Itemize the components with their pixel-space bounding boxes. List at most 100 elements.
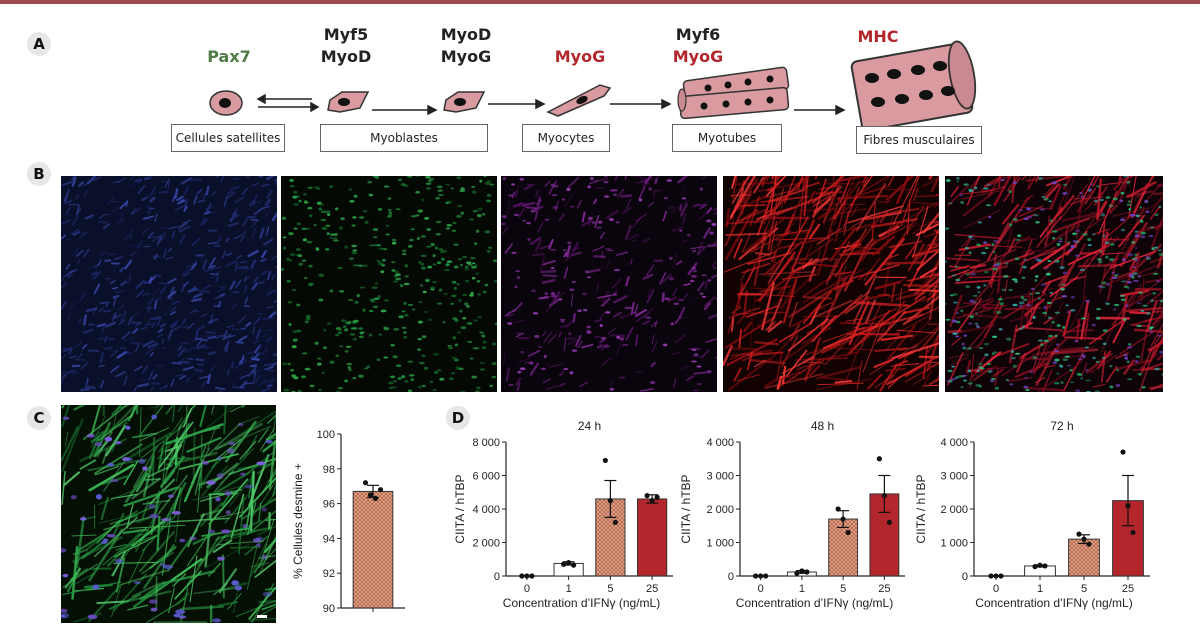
y-tick-label: 1 000 xyxy=(706,538,734,550)
y-tick-label: 2 000 xyxy=(472,538,500,550)
data-point xyxy=(876,456,882,462)
data-point xyxy=(372,495,379,501)
reversible-arrow-icon xyxy=(256,93,320,113)
micrograph-merge xyxy=(945,176,1163,392)
data-point xyxy=(1130,529,1136,536)
micrograph-red xyxy=(723,176,939,392)
y-tick-label: 0 xyxy=(494,571,500,583)
y-tick-label: 100 xyxy=(317,429,335,441)
stage-box-myoblasts: Myoblastes xyxy=(320,124,488,152)
y-axis-label: % Cellules desmine + xyxy=(291,463,305,579)
stage-box-muscle-fibers: Fibres musculaires xyxy=(856,126,982,154)
x-tick-label: 0 xyxy=(524,583,530,595)
y-tick-label: 96 xyxy=(323,499,335,511)
chart-title: 72 h xyxy=(1050,419,1073,433)
data-point xyxy=(602,457,608,464)
data-point xyxy=(607,498,613,504)
y-tick-label: 4 000 xyxy=(706,437,734,449)
y-tick-label: 4 000 xyxy=(940,437,968,449)
data-point xyxy=(1037,562,1043,568)
gene-label-myf5-myod: Myf5 MyoD xyxy=(316,24,376,68)
gene-line: MyoD xyxy=(440,25,492,44)
data-point xyxy=(794,570,800,576)
y-axis-label: CIITA / hTBP xyxy=(453,474,467,543)
chart-3: 0 1 000 2 000 3 000 4 000 CIITA / hTBP 72 h 0 1 5… xyxy=(914,419,1150,610)
panel-letter-b: B xyxy=(27,162,51,186)
stage-box-myotubes: Myotubes xyxy=(672,124,782,152)
data-point xyxy=(649,498,655,504)
x-tick-label: 25 xyxy=(646,583,658,595)
x-axis-label: Concentration d’IFNγ (ng/mL) xyxy=(503,596,660,610)
x-axis-label: Concentration d’IFNγ (ng/mL) xyxy=(736,596,893,610)
data-point xyxy=(561,561,567,567)
y-axis-label: CIITA / hTBP xyxy=(679,474,693,543)
pathway-diagram xyxy=(209,40,977,132)
x-tick-label: 25 xyxy=(1122,583,1134,595)
data-point xyxy=(571,562,577,568)
data-point xyxy=(1125,503,1131,509)
gene-line: MyoG xyxy=(440,47,492,66)
data-point xyxy=(845,529,851,536)
micrograph-desmin xyxy=(61,405,276,623)
chart-title: 48 h xyxy=(811,419,834,433)
gene-line: Myf6 xyxy=(675,25,721,44)
data-point xyxy=(644,493,650,499)
gene-line: Pax7 xyxy=(207,47,251,66)
data-point xyxy=(886,519,892,525)
x-tick-label: 0 xyxy=(758,583,764,595)
data-point xyxy=(377,487,384,493)
x-tick-label: 1 xyxy=(799,583,805,595)
chart-1: 0 2 000 4 000 6 000 8 000 CIITA / hTBP 24 h 0 1 5… xyxy=(453,419,673,610)
panel-letter-a: A xyxy=(27,32,51,56)
bar-25 xyxy=(637,498,668,577)
x-tick-label: 1 xyxy=(1037,583,1043,595)
gene-label-myf6-myog: Myf6 MyoG xyxy=(668,24,728,68)
data-point xyxy=(835,506,841,512)
data-point xyxy=(519,573,525,579)
panel-letter-c: C xyxy=(27,406,51,430)
data-point xyxy=(1032,564,1038,570)
data-point xyxy=(1042,563,1048,569)
data-point xyxy=(1076,531,1082,537)
panel-letter-d: D xyxy=(446,406,470,430)
gene-label-myod-myog: MyoD MyoG xyxy=(436,24,496,68)
x-tick-label: 1 xyxy=(566,583,572,595)
myoblast-cell-icon xyxy=(443,91,486,113)
data-point xyxy=(1120,449,1126,455)
data-point xyxy=(1081,536,1087,542)
y-tick-label: 6 000 xyxy=(472,471,500,483)
muscle-fiber-icon xyxy=(850,40,977,132)
y-tick-label: 0 xyxy=(728,571,734,583)
myocyte-cell-icon xyxy=(546,84,612,117)
y-tick-label: 3 000 xyxy=(940,471,968,483)
y-tick-label: 1 000 xyxy=(940,538,968,550)
x-axis-label: Concentration d’IFNγ (ng/mL) xyxy=(975,596,1132,610)
chart-2: 0 1 000 2 000 3 000 4 000 CIITA / hTBP 48 h 0 1 5… xyxy=(679,419,905,610)
arrow-icon xyxy=(372,104,438,116)
data-point xyxy=(988,573,994,579)
y-tick-label: 8 000 xyxy=(472,437,500,449)
gene-line: MyoG xyxy=(672,47,724,66)
data-point xyxy=(529,573,535,579)
micrograph-purple xyxy=(501,176,717,392)
gene-line: Myf5 xyxy=(323,25,369,44)
chart-title: 24 h xyxy=(578,419,601,433)
gene-label-pax7: Pax7 xyxy=(199,46,259,68)
y-axis-label: CIITA / hTBP xyxy=(914,474,928,543)
data-point xyxy=(799,568,805,574)
y-tick-label: 98 xyxy=(323,464,335,476)
data-point xyxy=(1086,541,1092,547)
data-point xyxy=(367,492,374,498)
x-tick-label: 25 xyxy=(878,583,890,595)
arrow-icon xyxy=(794,104,846,116)
gene-line: MyoG xyxy=(554,47,606,66)
y-tick-label: 90 xyxy=(323,603,335,615)
y-tick-label: 94 xyxy=(323,533,335,545)
arrow-icon xyxy=(488,98,546,110)
data-point xyxy=(566,560,572,566)
data-point xyxy=(362,480,369,486)
myoblast-cell-icon xyxy=(327,91,370,113)
data-point xyxy=(881,493,887,499)
gene-line: MyoD xyxy=(320,47,372,66)
y-tick-label: 4 000 xyxy=(472,504,500,516)
